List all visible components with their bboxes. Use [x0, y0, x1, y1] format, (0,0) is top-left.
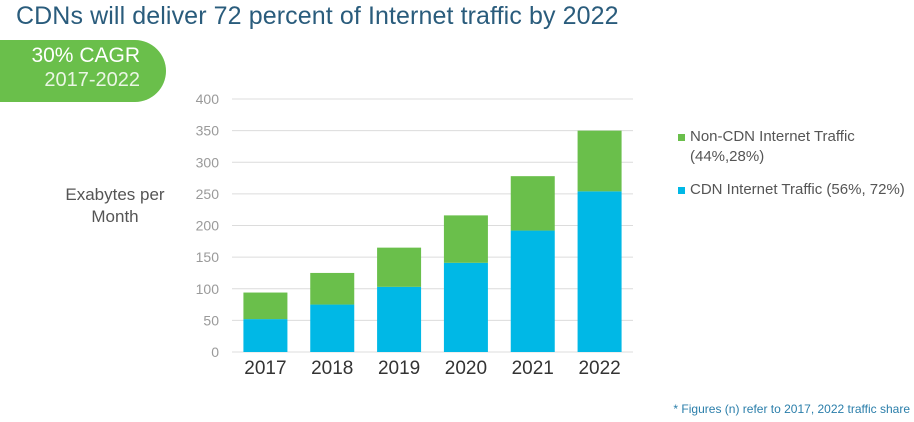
- bar-non-cdn-2021: [510, 176, 555, 231]
- x-tick-label: 2018: [311, 358, 353, 379]
- cagr-period: 2017-2022: [44, 69, 140, 91]
- legend-label-cdn: CDN Internet Traffic (56%, 72%): [690, 181, 905, 198]
- bar-cdn-2020: [443, 262, 488, 352]
- gridlines: [232, 98, 633, 353]
- x-tick-label: 2019: [378, 358, 420, 379]
- bar-cdn-2018: [310, 304, 355, 352]
- y-axis-ticks: 0 50 100 150 200 250 300 350 400: [196, 91, 220, 360]
- footnote: * Figures (n) refer to 2017, 2022 traffi…: [673, 402, 910, 416]
- y-tick-label: 150: [196, 249, 220, 265]
- bar-non-cdn-2019: [377, 247, 422, 287]
- y-tick-label: 400: [196, 91, 220, 107]
- y-tick-label: 350: [196, 123, 220, 139]
- x-tick-label: 2017: [244, 358, 286, 379]
- cagr-value: 30% CAGR: [31, 44, 140, 67]
- x-tick-label: 2022: [578, 358, 620, 379]
- cagr-badge: 30% CAGR 2017-2022: [0, 40, 166, 102]
- x-tick-label: 2021: [512, 358, 554, 379]
- legend-swatch-cdn: [678, 187, 685, 194]
- bar-cdn-2019: [377, 286, 422, 352]
- y-tick-label: 200: [196, 218, 220, 234]
- y-tick-label: 250: [196, 186, 220, 202]
- bar-non-cdn-2020: [443, 215, 488, 263]
- y-tick-label: 50: [203, 312, 219, 328]
- chart-title: CDNs will deliver 72 percent of Internet…: [16, 2, 619, 30]
- legend-item-cdn: CDN Internet Traffic (56%, 72%): [678, 180, 908, 200]
- legend-item-non-cdn: Non-CDN Internet Traffic (44%,28%): [678, 127, 908, 167]
- x-tick-label: 2020: [445, 358, 487, 379]
- y-axis-label: Exabytes per Month: [65, 185, 165, 226]
- y-tick-label: 100: [196, 281, 220, 297]
- bar-non-cdn-2018: [310, 272, 355, 305]
- y-tick-label: 0: [211, 344, 219, 360]
- legend-swatch-non-cdn: [678, 134, 685, 141]
- legend-label-non-cdn: Non-CDN Internet Traffic (44%,28%): [690, 128, 855, 165]
- bar-cdn-2021: [510, 230, 555, 352]
- bar-cdn-2022: [577, 191, 622, 352]
- y-tick-label: 300: [196, 154, 220, 170]
- bar-non-cdn-2017: [243, 292, 288, 320]
- x-axis-ticks: 2017 2018 2019 2020 2021 2022: [244, 358, 620, 379]
- bar-non-cdn-2022: [577, 130, 622, 192]
- bars: [243, 130, 622, 352]
- bar-cdn-2017: [243, 319, 288, 352]
- legend: Non-CDN Internet Traffic (44%,28%) CDN I…: [678, 127, 908, 213]
